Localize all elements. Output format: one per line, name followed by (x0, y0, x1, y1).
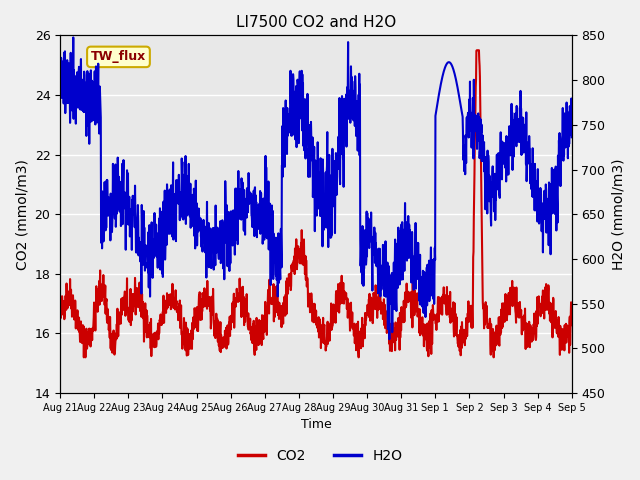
H2O (288, 97, 296, 103)
Y-axis label: CO2 (mmol/m3): CO2 (mmol/m3) (15, 159, 29, 270)
H2O (318, 194, 326, 200)
H2O (536, 204, 543, 210)
Line: CO2: CO2 (60, 50, 572, 357)
Text: TW_flux: TW_flux (91, 50, 146, 63)
CO2 (148, 332, 156, 337)
Y-axis label: H2O (mmol/m3): H2O (mmol/m3) (611, 158, 625, 270)
H2O (148, 235, 156, 240)
CO2 (568, 322, 575, 328)
CO2 (318, 325, 326, 331)
H2O (410, 269, 417, 275)
CO2 (409, 301, 417, 307)
H2O (69, 35, 77, 40)
H2O (385, 336, 393, 342)
CO2 (536, 300, 543, 306)
H2O (568, 134, 575, 140)
CO2 (288, 266, 296, 272)
CO2 (56, 311, 64, 317)
X-axis label: Time: Time (301, 419, 332, 432)
Legend: CO2, H2O: CO2, H2O (232, 443, 408, 468)
CO2 (66, 298, 74, 303)
H2O (66, 91, 74, 97)
Title: LI7500 CO2 and H2O: LI7500 CO2 and H2O (236, 15, 396, 30)
Line: H2O: H2O (60, 37, 572, 339)
CO2 (473, 48, 481, 53)
CO2 (80, 354, 88, 360)
H2O (56, 74, 64, 80)
